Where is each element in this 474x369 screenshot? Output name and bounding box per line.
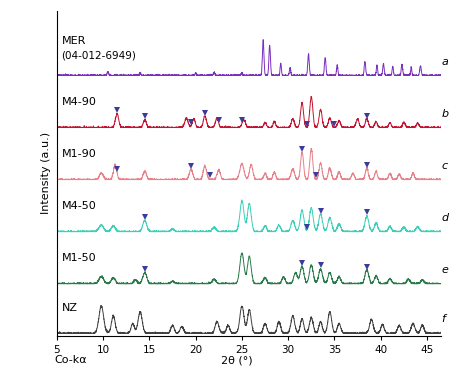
Text: MER: MER (62, 36, 86, 46)
Y-axis label: Intensity (a.u.): Intensity (a.u.) (41, 132, 51, 214)
Text: M4-50: M4-50 (62, 201, 96, 211)
Text: a: a (442, 56, 448, 67)
Text: (04-012-6949): (04-012-6949) (62, 51, 137, 61)
Text: M4-90: M4-90 (62, 97, 96, 107)
Text: 2θ (°): 2θ (°) (221, 355, 253, 365)
Text: f: f (442, 314, 446, 324)
Text: e: e (442, 265, 448, 275)
Text: b: b (442, 109, 449, 119)
Text: M1-90: M1-90 (62, 149, 96, 159)
Text: c: c (442, 161, 448, 171)
Text: Co-kα: Co-kα (55, 355, 87, 365)
Text: M1-50: M1-50 (62, 253, 96, 263)
Text: d: d (442, 213, 449, 223)
Text: NZ: NZ (62, 303, 78, 313)
